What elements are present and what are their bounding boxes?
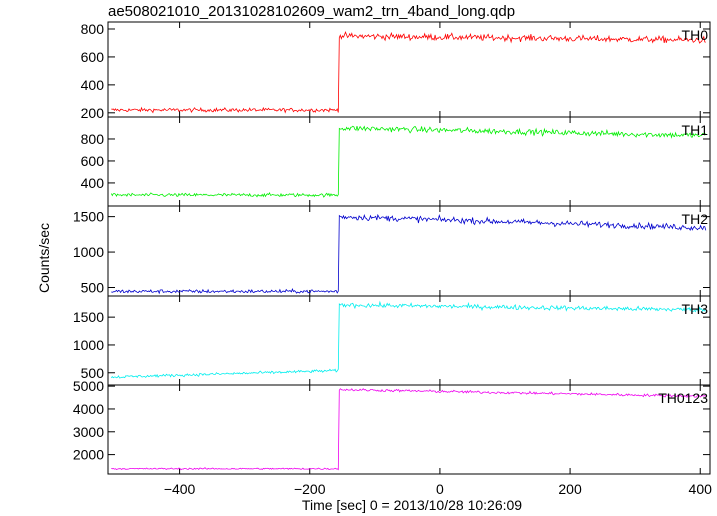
y-tick-label-th0: 800 (81, 21, 105, 37)
y-tick-label-th0: 400 (81, 77, 105, 93)
x-tick-label: 200 (558, 481, 582, 497)
x-tick-label: 0 (436, 481, 444, 497)
y-tick-label-th0123: 4000 (73, 401, 104, 417)
y-tick-label-th1: 600 (81, 153, 105, 169)
panel-frame-th2 (107, 205, 711, 297)
y-tick-label-th0123: 5000 (73, 378, 104, 394)
y-tick-label-th0123: 2000 (73, 447, 104, 463)
series-line-th2 (111, 213, 707, 295)
series-line-th3 (110, 300, 706, 379)
panel-frame-th0 (107, 21, 711, 118)
panel-label-th1: TH1 (682, 122, 709, 138)
series-line-th0123 (111, 388, 707, 471)
panel-label-th0: TH0 (682, 27, 709, 43)
y-tick-label-th3: 1500 (73, 309, 104, 325)
panel-frame-th3 (107, 295, 711, 386)
y-tick-label-th2: 500 (81, 279, 105, 295)
chart-title: ae508021010_20131028102609_wam2_trn_4ban… (108, 3, 516, 20)
panel-label-th0123: TH0123 (658, 390, 708, 406)
y-tick-label-th2: 1000 (73, 244, 104, 260)
y-tick-label-th3: 1000 (73, 337, 104, 353)
y-tick-label-th0: 600 (81, 49, 105, 65)
y-tick-label-th0: 200 (81, 105, 105, 121)
y-tick-label-th1: 400 (81, 175, 105, 191)
series-line-th1 (110, 125, 707, 198)
y-tick-label-th1: 800 (81, 131, 105, 147)
y-tick-label-th0123: 3000 (73, 424, 104, 440)
y-tick-label-th3: 500 (81, 365, 105, 381)
x-tick-label: 400 (689, 481, 713, 497)
series-line-th0 (111, 30, 706, 114)
panel-label-th2: TH2 (682, 211, 709, 227)
x-axis-label: Time [sec] 0 = 2013/10/28 10:26:09 (301, 497, 523, 513)
y-tick-label-th2: 1500 (73, 209, 104, 225)
x-tick-label: −400 (164, 481, 196, 497)
panel-label-th3: TH3 (682, 301, 709, 317)
x-tick-label: −200 (294, 481, 326, 497)
panel-frame-th0123 (107, 384, 711, 475)
